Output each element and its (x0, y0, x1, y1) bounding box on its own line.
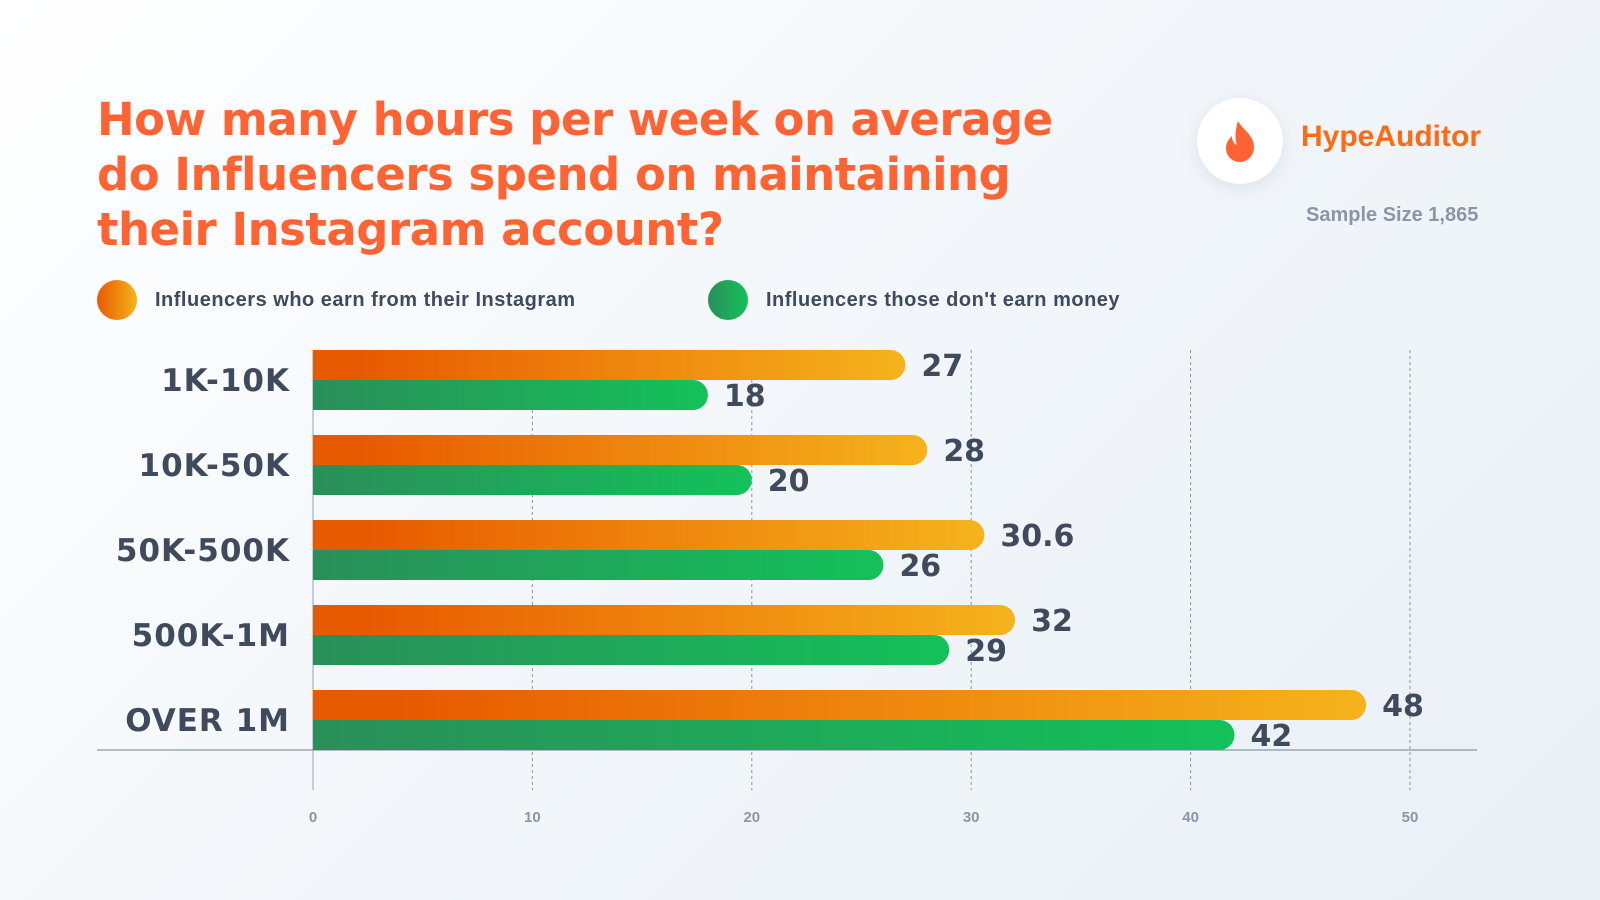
x-tick-label: 30 (963, 809, 980, 826)
bar (313, 520, 985, 550)
flame-icon (1226, 121, 1254, 162)
data-label: 29 (965, 634, 1007, 669)
bar (313, 350, 906, 380)
data-label: 32 (1031, 604, 1073, 639)
data-label: 20 (768, 464, 810, 499)
x-tick-label: 0 (309, 809, 317, 826)
data-label: 18 (724, 379, 766, 414)
brand-logo (1197, 98, 1283, 184)
bar (313, 380, 708, 410)
category-label: 50K-500K (116, 533, 290, 569)
x-tick-label: 20 (743, 809, 760, 826)
legend-swatch-orange (97, 280, 137, 320)
chart-title: How many hours per week on average do In… (97, 93, 1053, 256)
sample-size: Sample Size 1,865 (1306, 204, 1479, 226)
data-label: 42 (1250, 719, 1292, 754)
legend-item-earn: Influencers who earn from their Instagra… (97, 280, 576, 320)
x-tick-label: 10 (524, 809, 541, 826)
bar (313, 605, 1016, 635)
bar (313, 690, 1367, 720)
bar (313, 435, 928, 465)
data-label: 26 (899, 549, 941, 584)
bar (313, 550, 884, 580)
legend-label: Influencers those don't earn money (766, 288, 1121, 311)
x-tick-label: 50 (1402, 809, 1419, 826)
data-label: 30.6 (1000, 519, 1074, 554)
bar (313, 635, 950, 665)
x-tick-label: 40 (1182, 809, 1199, 826)
bar (313, 465, 752, 495)
data-label: 48 (1382, 689, 1424, 724)
category-label: 10K-50K (139, 448, 291, 484)
category-label: OVER 1M (125, 703, 290, 739)
data-label: 28 (943, 434, 985, 469)
legend-item-no-earn: Influencers those don't earn money (708, 280, 1120, 320)
bar (313, 720, 1235, 750)
legend-label: Influencers who earn from their Instagra… (155, 288, 576, 311)
category-label: 1K-10K (161, 363, 290, 399)
category-label: 500K-1M (132, 618, 290, 654)
data-label: 27 (921, 349, 963, 384)
legend-swatch-green (708, 280, 748, 320)
brand-name: HypeAuditor (1301, 120, 1481, 153)
